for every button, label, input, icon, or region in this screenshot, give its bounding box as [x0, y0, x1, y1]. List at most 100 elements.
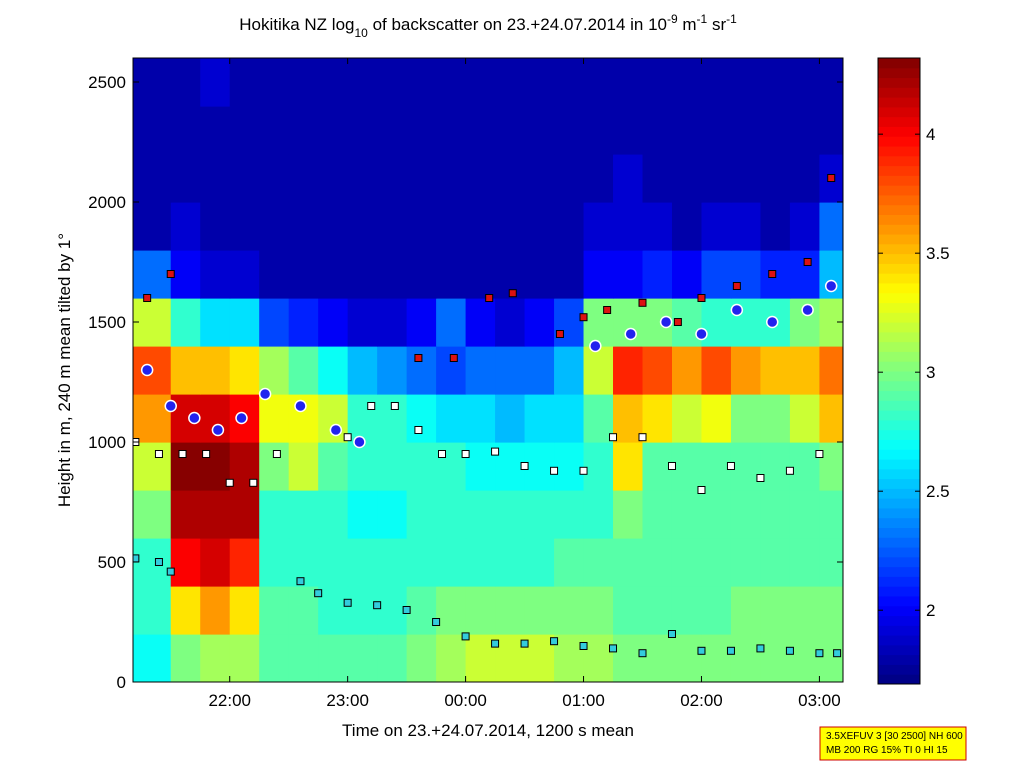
heat-cell [554, 586, 585, 635]
heat-cell [406, 490, 437, 539]
heat-cell [133, 250, 172, 299]
plot-frame [132, 57, 844, 683]
heat-cell [288, 154, 319, 203]
colorbar-step [878, 566, 920, 577]
marker [785, 466, 794, 475]
colorbar-step [878, 517, 920, 528]
colorbar-step [878, 204, 920, 215]
colorbar-step [878, 224, 920, 235]
x-tick-label: 02:00 [680, 691, 723, 710]
heat-cell [170, 58, 201, 107]
marker [166, 567, 175, 576]
heat-cell [200, 586, 231, 635]
heat-cell [613, 394, 644, 443]
marker [343, 598, 352, 607]
heat-cell [133, 154, 172, 203]
heat-cell [347, 634, 378, 682]
heat-cell [436, 490, 467, 539]
heat-cell [613, 106, 644, 155]
marker [815, 649, 824, 658]
heat-cell [377, 394, 408, 443]
colorbar-step [878, 429, 920, 440]
heat-cell [200, 298, 231, 347]
heat-cell [583, 298, 614, 347]
marker [697, 646, 706, 655]
colorbar-step [878, 194, 920, 206]
marker [272, 450, 281, 458]
heat-cell [671, 250, 703, 299]
marker [414, 426, 423, 434]
heat-cell [524, 346, 555, 395]
colorbar-step [878, 537, 920, 548]
marker [414, 354, 423, 362]
heat-cell [760, 538, 791, 587]
heat-cell [347, 586, 378, 635]
heat-cell [671, 106, 703, 155]
marker [343, 433, 352, 442]
title-part: -1 [726, 12, 737, 26]
heat-cell [288, 346, 319, 395]
heat-cell [554, 298, 585, 347]
marker [438, 450, 447, 458]
colorbar-step [878, 322, 920, 333]
heat-cell [259, 202, 290, 251]
heat-cell [495, 154, 526, 203]
heat-cell [133, 58, 172, 107]
heat-cell [524, 58, 555, 107]
heat-cell [583, 346, 614, 395]
colorbar-step [878, 576, 920, 587]
colorbar-tick-label: 3 [926, 363, 935, 382]
annotation: 3.5XEFUV 3 [30 2500] NH 600 [826, 731, 963, 742]
heat-cell [318, 154, 349, 203]
heat-cell [671, 586, 703, 635]
colorbar-step [878, 126, 920, 137]
heat-cell [377, 250, 408, 299]
heat-cell [465, 154, 496, 203]
colorbar-step [878, 67, 920, 79]
title-part: -1 [697, 12, 708, 26]
marker [827, 174, 836, 182]
heat-cell [819, 442, 843, 491]
heat-cell [495, 346, 526, 395]
heat-cell [465, 586, 496, 635]
heat-cell [613, 346, 644, 395]
heat-cell [671, 634, 703, 682]
heat-cell [760, 634, 791, 682]
heat-cell [730, 202, 762, 251]
heat-cell [819, 58, 843, 107]
heat-cell [406, 250, 437, 299]
colorbar-step [878, 263, 920, 274]
colorbar-step [878, 165, 920, 176]
heat-cell [170, 538, 201, 587]
heat-cell [583, 250, 614, 299]
heat-cell [524, 442, 555, 491]
y-tick-label: 1500 [88, 313, 126, 332]
heat-cell [613, 250, 644, 299]
heat-cell [229, 154, 260, 203]
heat-cell [436, 106, 467, 155]
heat-cell [259, 250, 290, 299]
heat-cell [789, 202, 821, 251]
colorbar-step [878, 488, 920, 499]
marker [491, 447, 500, 456]
heat-cell [288, 298, 319, 347]
heat-cell [377, 106, 408, 155]
heat-cell [819, 634, 843, 682]
marker [824, 279, 838, 293]
colorbar-step [878, 595, 920, 607]
heat-cell [495, 442, 526, 491]
heat-cell [259, 154, 290, 203]
heat-cell [259, 586, 290, 635]
heat-cell [819, 490, 843, 539]
heat-cell [200, 250, 231, 299]
heat-cell [465, 346, 496, 395]
marker [178, 450, 187, 458]
heat-cell [701, 634, 732, 682]
heat-cell [730, 586, 762, 635]
heat-cell [133, 394, 172, 443]
heat-cell [465, 634, 496, 682]
marker [296, 577, 305, 586]
heat-cell [642, 586, 673, 635]
heat-cell [760, 490, 791, 539]
